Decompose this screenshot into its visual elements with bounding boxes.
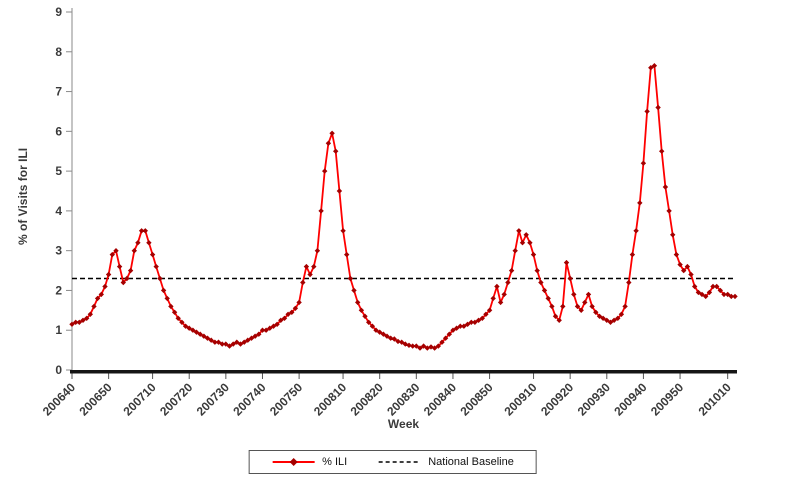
legend-label-baseline: National Baseline (428, 456, 514, 468)
x-tick-label: 200650 (77, 380, 115, 418)
legend-item-baseline: National Baseline (377, 456, 514, 468)
x-tick-label: 200810 (311, 380, 349, 418)
y-tick-label: 9 (55, 5, 62, 19)
x-tick-label: 200710 (120, 380, 158, 418)
baseline-sample-icon (378, 461, 421, 463)
x-tick-label: 200950 (648, 380, 686, 418)
x-tick-label: 200730 (194, 380, 232, 418)
y-tick-label: 6 (55, 124, 62, 138)
y-tick-label: 7 (55, 85, 62, 99)
legend-item-ili: % ILI (271, 456, 347, 468)
y-tick-label: 4 (55, 204, 62, 218)
ili-sample-marker (289, 458, 298, 466)
x-tick-label: 200940 (611, 380, 649, 418)
y-tick-label: 3 (55, 244, 62, 258)
x-tick-label: 200740 (230, 380, 268, 418)
y-tick-label: 5 (55, 164, 62, 178)
x-tick-label: 200830 (384, 380, 422, 418)
y-tick-label: 8 (55, 45, 62, 59)
y-axis-title: % of Visits for ILI (16, 147, 30, 245)
x-tick-label: 200850 (457, 380, 495, 418)
x-tick-label: 200910 (501, 380, 539, 418)
x-axis-title: Week (387, 417, 420, 431)
x-tick-label: 201010 (696, 380, 734, 418)
legend: % ILI National Baseline (248, 450, 537, 474)
ili-markers (69, 63, 738, 351)
legend-label-ili: % ILI (322, 456, 348, 468)
y-tick-label: 0 (55, 363, 62, 377)
x-tick-label: 200640 (40, 380, 78, 418)
y-tick-label: 1 (55, 323, 62, 337)
ili-line-sample-icon (272, 458, 315, 466)
x-tick-label: 200840 (421, 380, 459, 418)
x-axis-line (70, 370, 737, 374)
x-tick-label: 200920 (538, 380, 576, 418)
x-tick-label: 200930 (575, 380, 613, 418)
x-tick-label: 200720 (157, 380, 195, 418)
x-tick-label: 200750 (267, 380, 305, 418)
x-tick-label: 200820 (348, 380, 386, 418)
y-tick-label: 2 (55, 283, 62, 297)
